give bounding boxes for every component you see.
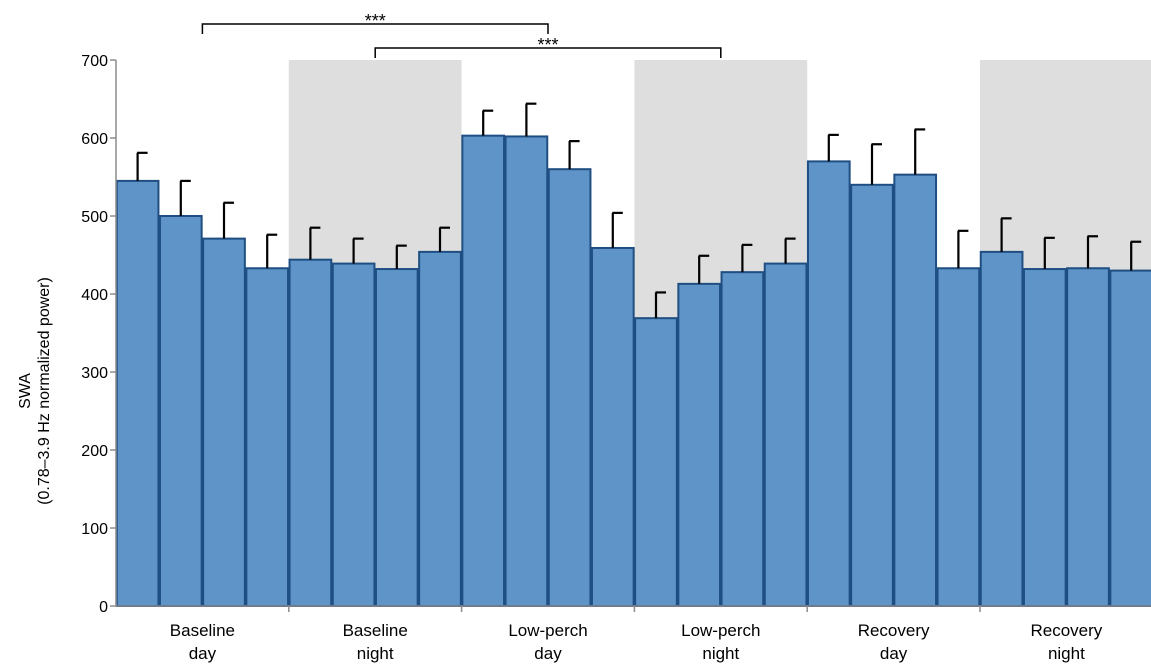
bar (374, 268, 419, 607)
bar (1022, 268, 1067, 607)
y-tick-label: 400 (81, 287, 108, 304)
x-category-label-line1: Low-perch (681, 621, 760, 640)
bar (331, 262, 376, 607)
y-tick-label: 700 (81, 53, 108, 70)
x-category-label-line1: Recovery (858, 621, 930, 640)
bar (504, 135, 549, 607)
y-tick-label: 500 (81, 209, 108, 226)
bar (158, 215, 203, 607)
bar (979, 250, 1024, 607)
bar (202, 237, 246, 607)
bar (1109, 269, 1151, 607)
x-category-label-line2: day (880, 644, 908, 663)
x-category-label-line2: day (189, 644, 217, 663)
bar (763, 262, 808, 607)
x-category-label-line1: Recovery (1030, 621, 1102, 640)
x-category-label-line2: day (534, 644, 562, 663)
bar (288, 258, 333, 607)
y-axis-title-line2: (0.78–3.9 Hz normalized power) (36, 277, 53, 505)
bar (893, 173, 938, 607)
bar (1066, 267, 1110, 607)
y-tick-label: 600 (81, 131, 108, 148)
bar (115, 179, 160, 607)
bars-layer (115, 134, 1151, 608)
y-tick-label: 300 (81, 365, 108, 382)
significance-label: *** (365, 11, 386, 31)
significance-bracket (201, 23, 549, 34)
y-tick-label: 100 (81, 521, 108, 538)
bar (634, 317, 678, 607)
x-category-label-line2: night (357, 644, 394, 663)
bar (677, 282, 722, 607)
bar (936, 267, 981, 607)
x-category-label-line1: Baseline (170, 621, 235, 640)
error-bars-layer (136, 102, 1142, 319)
bar (245, 267, 290, 607)
x-category-label-line1: Baseline (343, 621, 408, 640)
bar (720, 271, 765, 607)
significance-layer: *** *** (201, 11, 722, 58)
x-category-label-line2: night (702, 644, 739, 663)
significance-bracket (374, 47, 722, 58)
bar (547, 168, 592, 607)
bar (850, 183, 894, 608)
x-category-label-line1: Low-perch (508, 621, 587, 640)
y-axis-title-line1: SWA (17, 373, 34, 409)
y-tick-label: 0 (99, 599, 108, 616)
x-category-label-line2: night (1048, 644, 1085, 663)
bar (590, 246, 635, 607)
y-tick-label: 200 (81, 443, 108, 460)
bar (806, 160, 851, 607)
axes-layer: 0 100 200 300 400 500 600 700 (81, 53, 1151, 616)
bar (461, 134, 506, 607)
bar (418, 250, 462, 607)
labels-layer: SWA (0.78–3.9 Hz normalized power) Basel… (17, 277, 1103, 663)
significance-label: *** (537, 35, 558, 55)
